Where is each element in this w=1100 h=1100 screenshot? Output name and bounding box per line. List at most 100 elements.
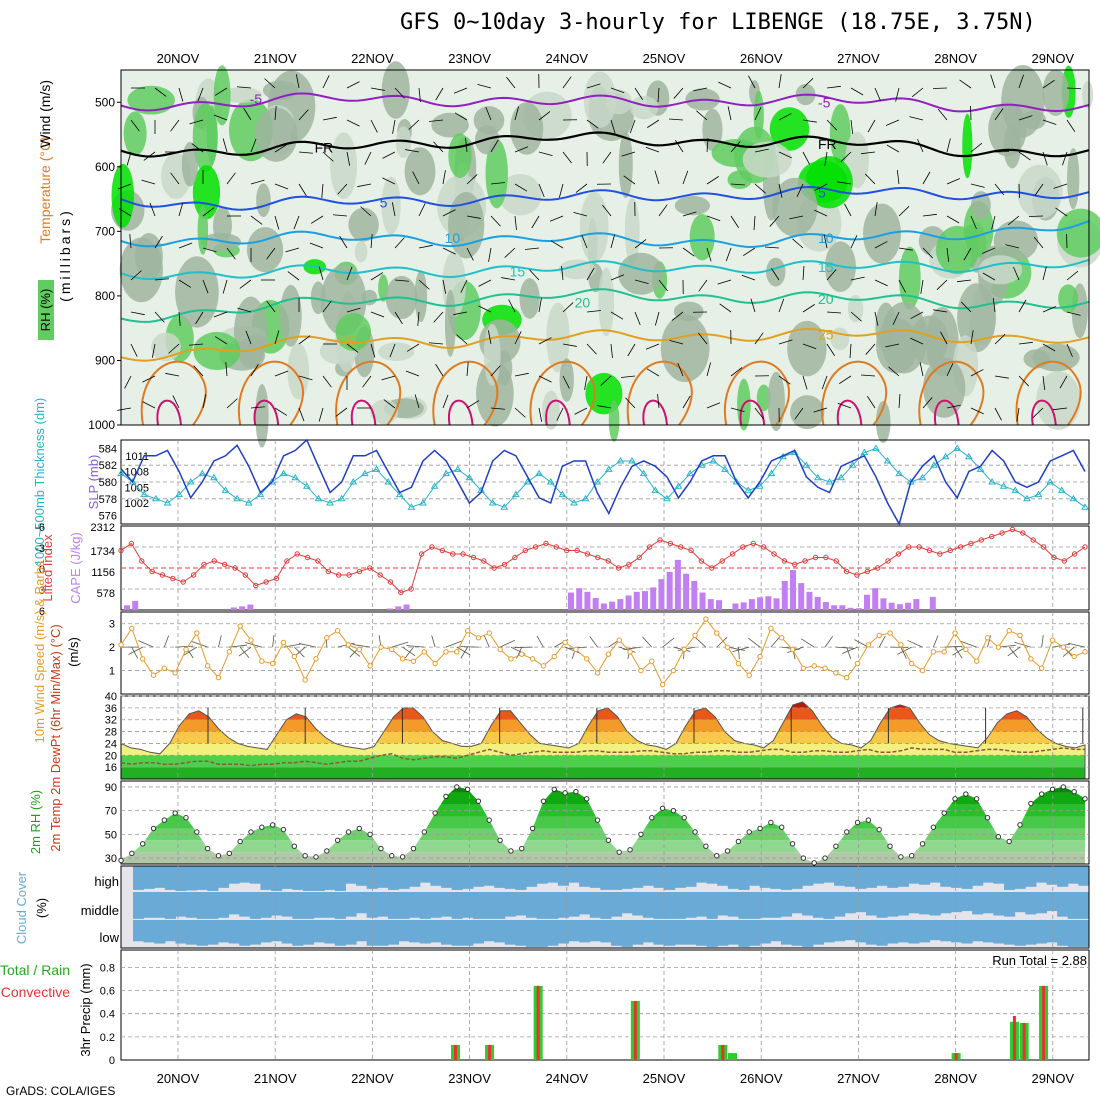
cloud-cell (547, 892, 558, 919)
precip-panel-frame (121, 950, 1089, 1060)
wind-speed-point (205, 664, 209, 668)
wind-speed-point (1083, 650, 1087, 654)
cloud-cell (505, 866, 516, 889)
cloud-cell (345, 920, 356, 945)
rh-point (606, 838, 610, 842)
cloud-cell (707, 866, 718, 884)
rh-point (368, 832, 372, 836)
cloud-cell (983, 892, 994, 913)
cloud-cell (1068, 920, 1079, 947)
cape-bar (658, 579, 664, 610)
slp-tick-label: 1011 (125, 451, 149, 463)
rh-shading (1017, 165, 1062, 219)
cape-bar (889, 603, 895, 610)
cloud-cell (144, 892, 155, 918)
lifted-index-line (121, 530, 1085, 593)
rh-point (303, 854, 307, 858)
cloud-cell (345, 866, 356, 884)
rh-point (465, 787, 469, 791)
wind-speed-point (487, 631, 491, 635)
precip-tick-label: 0 (109, 1055, 115, 1067)
rh-point (346, 830, 350, 834)
cloud-cell (908, 920, 919, 944)
cape-bar (897, 604, 903, 610)
cape-bar (782, 581, 788, 610)
surface-wind-barb (299, 643, 316, 647)
cape-bar (626, 595, 632, 610)
cloud-cell (728, 892, 739, 917)
cloud-cell (197, 892, 208, 919)
rh-shading (124, 111, 147, 155)
wind-speed-point (530, 657, 534, 661)
rh-point (444, 794, 448, 798)
top-date-label: 25NOV (643, 51, 686, 66)
rh-point (866, 818, 870, 822)
wind-speed-point (357, 647, 361, 651)
cloud-cell (377, 866, 388, 888)
wind-speed-point (693, 633, 697, 637)
bottom-date-label: 26NOV (740, 1071, 783, 1086)
rh-point (736, 839, 740, 843)
temp-tick-label: 16 (105, 762, 117, 774)
wind-speed-point (866, 643, 870, 647)
rh-shading (355, 241, 368, 262)
cloud-cell (462, 920, 473, 946)
cloud-cell (526, 920, 537, 947)
cloud-cell (611, 892, 622, 917)
cloud-cell (675, 892, 686, 919)
wind-speed-point (628, 650, 632, 654)
cape-bar (132, 601, 138, 610)
wind-speed-point (335, 629, 339, 633)
wind-speed-point (292, 654, 296, 658)
chart-title: GFS 0~10day 3-hourly for LIBENGE (18.75E… (400, 10, 1036, 35)
cloud-cell (250, 920, 261, 945)
surface-wind-barb (353, 644, 371, 647)
cloud-cell (154, 892, 165, 918)
surface-wind-barb (1014, 642, 1030, 647)
cloud-cell (250, 866, 261, 884)
cloud-cell (813, 920, 824, 945)
cape-bar (864, 595, 870, 610)
precip-conv-bar (454, 1045, 457, 1060)
wind-speed-point (119, 643, 123, 647)
wind-speed-point (606, 652, 610, 656)
rh-point (379, 846, 383, 850)
cloud-cell (1078, 866, 1089, 886)
cloud-cell (823, 920, 834, 942)
cloud-cell (1004, 892, 1015, 917)
wind-speed-point (173, 671, 177, 675)
rh-point (335, 838, 339, 842)
rh-point (877, 827, 881, 831)
wind-speed-point (422, 650, 426, 654)
wind-speed-point (931, 650, 935, 654)
cloud-cell (707, 892, 718, 919)
cloud-cell (579, 920, 590, 942)
rh-point (769, 820, 773, 824)
isotherm-label: 20 (575, 294, 591, 310)
rh-shading (936, 226, 979, 274)
cloud-cell (260, 892, 271, 918)
rh-shading (234, 297, 268, 369)
rh-shading (962, 114, 972, 178)
wind-speed-point (303, 678, 307, 682)
cloud-cell (271, 866, 282, 891)
cloud-cell (749, 866, 760, 886)
wind-tick-label: 3 (109, 619, 115, 631)
top-date-label: 22NOV (351, 51, 394, 66)
cloud-cell (1047, 866, 1058, 885)
cloud-cell (600, 866, 611, 890)
cloud-cell (388, 892, 399, 919)
cloud-cell (186, 866, 197, 890)
pressure-tick-label: 700 (95, 224, 115, 238)
top-date-label: 26NOV (740, 51, 783, 66)
cloud-cell (802, 920, 813, 947)
wind-speed-point (411, 659, 415, 663)
temperature-label: Temperature (°C) (37, 136, 53, 244)
slp-tick-label: 1002 (125, 498, 149, 510)
temp-tick-label: 40 (105, 691, 117, 703)
wind-speed-point (151, 673, 155, 677)
rh-point (845, 830, 849, 834)
cloud-cell (855, 866, 866, 889)
cape-bar (872, 588, 878, 610)
cloud-cell (717, 866, 728, 886)
